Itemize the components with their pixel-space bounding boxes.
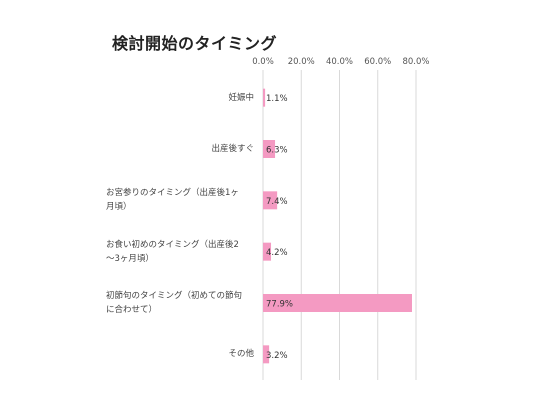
- bar: [263, 88, 266, 107]
- data-label: 1.1%: [266, 94, 288, 104]
- bar: [263, 140, 276, 158]
- x-tick-label: 40.0%: [326, 57, 353, 67]
- category-label-line: 妊娠中: [228, 92, 254, 103]
- category-label-line: に合わせて）: [106, 305, 158, 315]
- category-label-line: 初節句のタイミング（初めての節句: [106, 291, 243, 301]
- x-tick-label: 0.0%: [252, 57, 274, 67]
- category-label-line: 月頃）: [106, 202, 132, 213]
- x-tick-label: 60.0%: [364, 57, 391, 67]
- category-label-line: お宮参りのタイミング（出産後1ヶ: [106, 188, 239, 199]
- data-label: 4.2%: [266, 248, 288, 258]
- category-label-line: その他: [228, 349, 254, 360]
- category-label: 初節句のタイミング（初めての節句 に合わせて）: [106, 289, 254, 317]
- data-label: 7.4%: [266, 197, 288, 207]
- bar: [263, 294, 412, 312]
- category-label-line: 〜3ヶ月頃）: [106, 253, 154, 264]
- data-label: 77.9%: [266, 300, 293, 310]
- x-tick-label: 20.0%: [288, 57, 315, 67]
- category-label: その他: [228, 347, 254, 361]
- category-label: お宮参りのタイミング（出産後1ヶ 月頃）: [106, 186, 254, 214]
- category-label: 妊娠中: [228, 91, 254, 105]
- data-label: 3.2%: [266, 351, 288, 361]
- category-label-line: 出産後すぐ: [211, 144, 254, 154]
- bar: [263, 345, 270, 364]
- category-label: お食い初めのタイミング（出産後2 〜3ヶ月頃）: [106, 238, 254, 266]
- category-label-line: お食い初めのタイミング（出産後2: [106, 239, 239, 250]
- x-tick-label: 80.0%: [402, 57, 429, 67]
- data-label: 6.3%: [266, 146, 288, 156]
- chart-title: 検討開始のタイミング: [112, 34, 278, 53]
- bar: [263, 242, 272, 261]
- category-label: 出産後すぐ: [211, 142, 254, 156]
- bar: [263, 191, 278, 210]
